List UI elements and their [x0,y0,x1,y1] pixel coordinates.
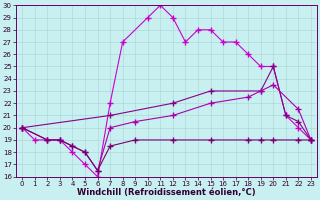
X-axis label: Windchill (Refroidissement éolien,°C): Windchill (Refroidissement éolien,°C) [77,188,256,197]
